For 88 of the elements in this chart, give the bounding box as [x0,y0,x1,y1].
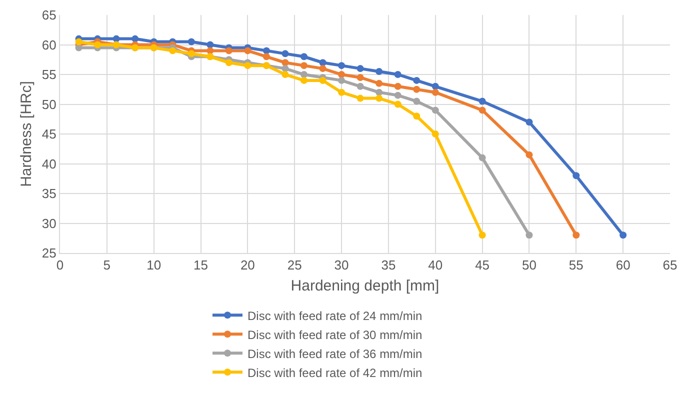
point [282,50,289,58]
point [376,80,383,87]
point [356,65,364,72]
point [432,106,439,114]
point [206,47,214,54]
point [300,71,308,78]
point [319,76,326,84]
point [225,47,232,54]
x-tick-label: 50 [522,258,536,273]
point [376,94,383,102]
point [356,82,364,90]
y-tick-label: 35 [42,186,56,202]
point [394,82,402,90]
point [394,100,402,108]
legend-label: Disc with feed rate of 30 mm/min [248,328,422,342]
point [394,92,402,99]
x-tick-label: 40 [428,258,443,273]
point [206,41,214,48]
y-tick-label: 50 [42,96,56,112]
x-axis-title: Hardening depth [mm] [290,278,440,295]
legend-label: Disc with feed rate of 24 mm/min [248,308,422,323]
point [282,65,289,72]
point [169,47,176,54]
point [526,151,533,158]
point [413,112,420,120]
point [282,71,289,78]
point [262,53,270,60]
point [112,35,120,42]
x-tick-label: 55 [568,258,584,273]
point [478,98,486,105]
point [188,50,195,58]
x-tick-label: 20 [240,258,255,273]
x-tick-label: 45 [475,258,490,273]
point [478,232,486,239]
point [300,53,308,60]
point [356,74,364,81]
legend-label: Disc with feed rate of 42 mm/min [248,366,422,380]
y-tick-label: 60 [42,37,56,52]
x-tick-label: 5 [103,258,111,273]
point [244,62,252,70]
point [376,88,383,96]
point [478,154,486,162]
point [338,76,346,84]
point [376,68,383,76]
point [432,88,439,96]
y-tick-label: 30 [42,216,56,231]
y-tick-label: 55 [42,67,56,82]
point [338,62,346,70]
x-tick-label: 15 [194,258,208,273]
legend-label: Disc with feed rate of 36 mm/min [248,346,422,361]
x-tick-label: 0 [56,258,64,273]
y-axis-title: Hardness [HRc] [18,81,36,187]
point [338,88,346,96]
point [300,62,308,70]
point [572,232,580,239]
point [413,76,420,84]
point [262,47,270,54]
point [432,82,439,90]
point [526,232,533,239]
y-tick-label: 25 [42,246,56,261]
point [225,59,232,66]
x-tick-label: 30 [334,258,349,273]
point [526,118,533,126]
point [94,41,102,48]
x-tick-label: 25 [287,258,302,273]
point [413,86,420,93]
point [356,94,364,102]
y-tick-label: 40 [42,156,56,172]
point [132,35,139,42]
y-tick-label: 65 [42,8,56,23]
point [188,38,195,46]
point [432,130,439,138]
point [413,98,420,105]
point [300,76,308,84]
x-tick-label: 60 [616,258,630,273]
point [244,47,252,54]
x-tick-label: 35 [381,258,396,273]
point [620,232,627,239]
x-tick-label: 65 [662,258,678,273]
point [319,59,326,66]
point [572,172,580,180]
y-tick-label: 45 [42,126,56,142]
point [319,65,326,72]
point [338,71,346,78]
point [282,59,289,66]
point [394,71,402,78]
point [478,106,486,114]
x-tick-label: 10 [146,258,162,273]
